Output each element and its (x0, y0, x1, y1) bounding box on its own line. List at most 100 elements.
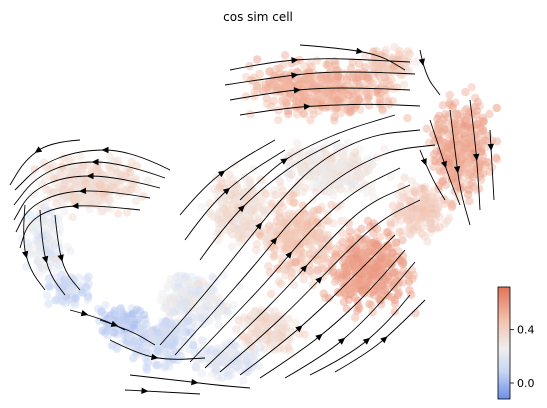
cell-point (70, 194, 78, 202)
cell-point (479, 114, 487, 122)
scatter-points (18, 43, 502, 385)
cell-point (351, 148, 359, 156)
cell-point (195, 346, 203, 354)
cell-point (408, 177, 416, 185)
cell-point (317, 78, 325, 86)
cell-point (464, 159, 472, 167)
cell-point (101, 188, 109, 196)
cell-point (290, 281, 298, 289)
cell-point (392, 239, 400, 247)
cell-point (280, 320, 288, 328)
cell-point (188, 336, 196, 344)
cell-point (269, 191, 277, 199)
cell-point (386, 218, 394, 226)
cell-point (260, 334, 268, 342)
colorbar-ticks: 0.00.4 (510, 324, 535, 390)
cell-point (467, 83, 475, 91)
cell-point (325, 168, 333, 176)
cell-point (267, 290, 275, 298)
cell-point (387, 293, 395, 301)
cell-point (228, 243, 236, 251)
cell-point (274, 174, 282, 182)
cell-point (249, 220, 257, 228)
cell-point (299, 224, 307, 232)
cell-point (201, 353, 209, 361)
cell-point (199, 203, 207, 211)
cell-point (419, 208, 427, 216)
cell-point (448, 168, 456, 176)
cell-point (438, 138, 446, 146)
cell-point (353, 163, 361, 171)
cell-point (43, 292, 51, 300)
cell-point (194, 280, 202, 288)
cell-point (239, 376, 247, 384)
cell-point (321, 149, 329, 157)
cell-point (345, 219, 353, 227)
cell-point (334, 72, 342, 80)
cell-point (317, 93, 325, 101)
cell-point (103, 196, 111, 204)
streamline (125, 390, 200, 394)
cell-point (428, 225, 436, 233)
cell-point (223, 302, 231, 310)
cell-point (83, 296, 91, 304)
cell-point (373, 241, 381, 249)
cell-point (464, 151, 472, 159)
cell-point (275, 215, 283, 223)
cell-point (421, 232, 429, 240)
cell-point (338, 176, 346, 184)
cell-point (365, 300, 373, 308)
cell-point (373, 87, 381, 95)
cell-point (266, 268, 274, 276)
cell-point (163, 305, 171, 313)
cell-point (421, 189, 429, 197)
cell-point (68, 213, 76, 221)
cell-point (207, 210, 215, 218)
velocity-arrow (363, 338, 370, 345)
cell-point (469, 173, 477, 181)
cell-point (142, 343, 150, 351)
cell-point (215, 225, 223, 233)
cell-point (252, 246, 260, 254)
cell-point (66, 247, 74, 255)
cell-point (310, 211, 318, 219)
cell-point (492, 153, 500, 161)
cell-point (311, 101, 319, 109)
colorbar-tick-label: 0.0 (517, 377, 535, 390)
cell-point (97, 307, 105, 315)
cell-point (461, 106, 469, 114)
chart-title: cos sim cell (223, 10, 293, 24)
cell-point (103, 326, 111, 334)
cell-point (377, 72, 385, 80)
cell-point (297, 76, 305, 84)
cell-point (353, 307, 361, 315)
cell-point (465, 197, 473, 205)
cell-point (165, 362, 173, 370)
cell-point (213, 366, 221, 374)
cell-point (275, 277, 283, 285)
cell-point (285, 267, 293, 275)
cell-point (353, 268, 361, 276)
cell-point (336, 241, 344, 249)
cell-point (331, 61, 339, 69)
cell-point (270, 252, 278, 260)
cell-point (114, 210, 122, 218)
cell-point (69, 168, 77, 176)
cell-point (448, 203, 456, 211)
cell-point (159, 321, 167, 329)
cell-point (234, 357, 242, 365)
cell-point (60, 208, 68, 216)
cell-point (300, 62, 308, 70)
cell-point (306, 116, 314, 124)
cell-point (465, 186, 473, 194)
cell-point (342, 305, 350, 313)
cell-point (85, 273, 93, 281)
cell-point (355, 277, 363, 285)
cell-point (417, 223, 425, 231)
cell-point (168, 298, 176, 306)
velocity-arrow (191, 379, 198, 385)
cell-point (279, 100, 287, 108)
cell-point (308, 94, 316, 102)
velocity-arrow (338, 338, 345, 345)
cell-point (319, 265, 327, 273)
